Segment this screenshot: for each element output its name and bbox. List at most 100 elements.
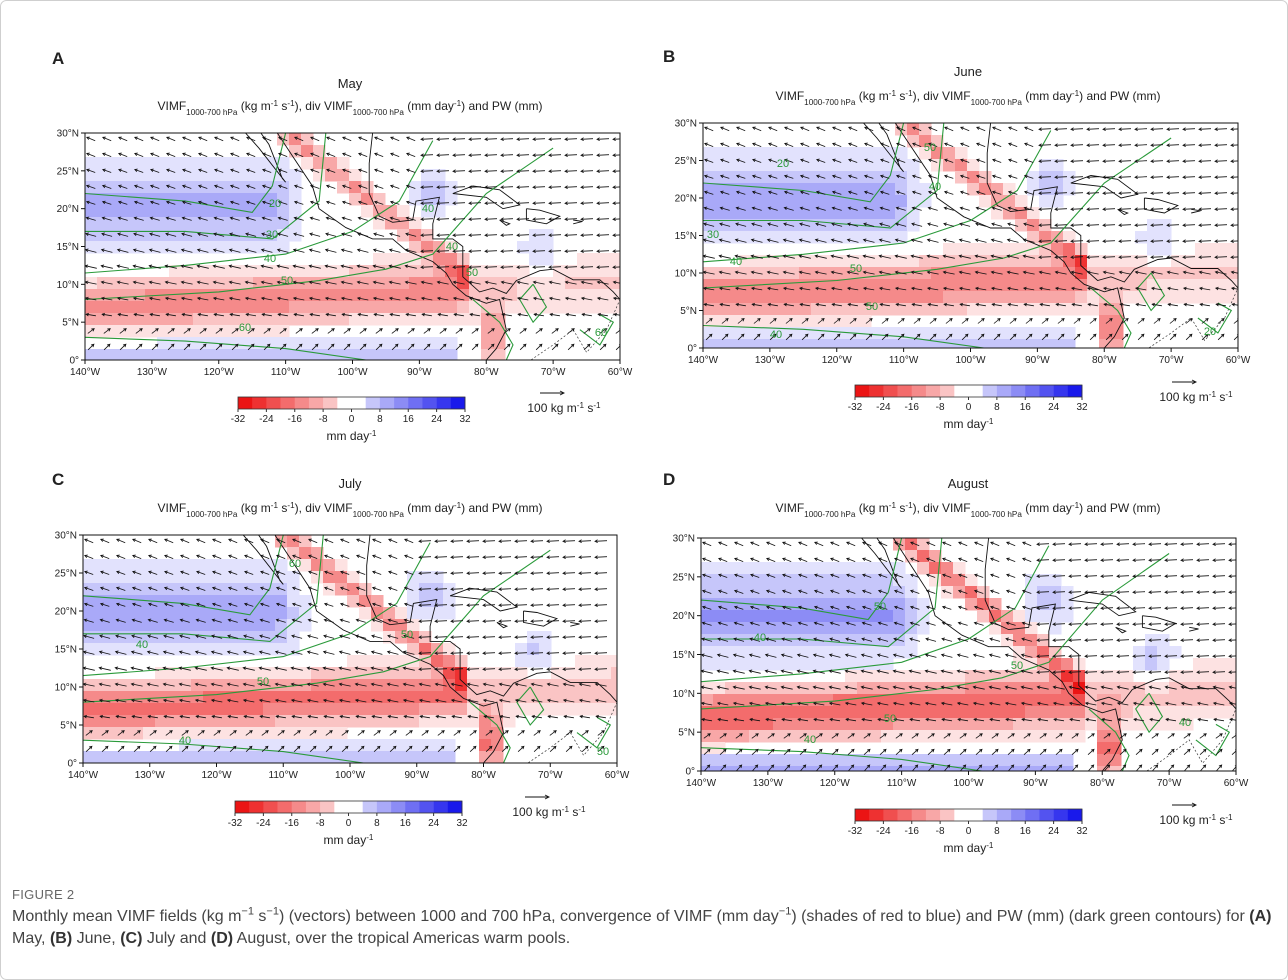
shading-cell — [227, 703, 240, 716]
shading-cell — [955, 243, 968, 256]
shading-cell — [823, 171, 836, 184]
shading-cell — [205, 205, 218, 218]
shading-cell — [727, 171, 740, 184]
shading-cell — [1013, 754, 1026, 767]
shading-cell — [943, 243, 956, 256]
shading-cell — [587, 703, 600, 716]
shading-cell — [989, 754, 1002, 767]
shading-cell — [359, 751, 372, 764]
y-tick-label: 25°N — [57, 166, 79, 177]
shading-cell — [515, 655, 528, 668]
shading-cell — [253, 265, 266, 278]
shading-cell — [917, 562, 930, 575]
shading-cell — [299, 535, 312, 548]
colorbar-swatch — [320, 801, 334, 813]
colorbar-swatch — [334, 801, 348, 813]
shading-cell — [703, 339, 716, 352]
shading-cell — [517, 241, 530, 254]
shading-cell — [965, 766, 978, 779]
y-tick-label: 30°N — [673, 534, 695, 545]
shading-cell — [443, 751, 456, 764]
shading-cell — [289, 193, 302, 206]
shading-cell — [1003, 243, 1016, 256]
y-tick-label: 15°N — [675, 231, 697, 242]
shading-cell — [775, 171, 788, 184]
y-tick-label: 0° — [687, 344, 697, 355]
shading-cell — [385, 337, 398, 350]
shading-cell — [397, 205, 410, 218]
shading-cell — [179, 559, 192, 572]
shading-cell — [835, 291, 848, 304]
shading-cell — [299, 715, 312, 728]
shading-cell — [203, 667, 216, 680]
shading-cell — [823, 303, 836, 316]
colorbar-swatch — [983, 385, 997, 397]
shading-cell — [1061, 706, 1074, 719]
text-part: VIMF — [775, 501, 804, 515]
shading-cell — [371, 655, 384, 668]
shading-cell — [179, 751, 192, 764]
shading-cell — [169, 193, 182, 206]
shading-cell — [821, 586, 834, 599]
shading-cell — [701, 754, 714, 767]
shading-cell — [301, 145, 314, 158]
shading-cell — [455, 655, 468, 668]
shading-cell — [859, 339, 872, 352]
shading-cell — [761, 730, 774, 743]
shading-cell — [241, 301, 254, 314]
shading-cell — [565, 301, 578, 314]
shading-cell — [397, 301, 410, 314]
shading-cell — [277, 301, 290, 314]
shading-cell — [337, 301, 350, 314]
shading-cell — [85, 157, 98, 170]
shading-cell — [155, 703, 168, 716]
shading-cell — [917, 766, 930, 779]
x-tick-label: 70°W — [1157, 778, 1182, 789]
shading-cell — [287, 727, 300, 740]
shading-cell — [1171, 291, 1184, 304]
colorbar-swatch — [954, 385, 968, 397]
shading-cell — [383, 751, 396, 764]
shading-cell — [275, 703, 288, 716]
shading-cell — [121, 205, 134, 218]
shading-cell — [325, 157, 338, 170]
shading-cell — [1013, 718, 1026, 731]
shading-cell — [919, 327, 932, 340]
shading-cell — [907, 183, 920, 196]
shading-cell — [775, 291, 788, 304]
colorbar-swatch — [1068, 385, 1082, 397]
shading-cell — [713, 598, 726, 611]
shading-cell — [109, 325, 122, 338]
shading-cell — [895, 339, 908, 352]
colorbar-tick-label: -8 — [936, 826, 945, 837]
caption-text: ) (shades of red to blue) and PW (mm) (d… — [791, 908, 1249, 925]
shading-cell — [229, 157, 242, 170]
shading-cell — [263, 703, 276, 716]
text-part: s — [1216, 390, 1225, 404]
shading-cell — [871, 255, 884, 268]
contour-label: 50 — [884, 713, 896, 725]
y-tick-label: 10°N — [673, 689, 695, 700]
shading-cell — [1145, 646, 1158, 659]
shading-cell — [1097, 742, 1110, 755]
shading-cell — [761, 754, 774, 767]
shading-cell — [727, 315, 740, 328]
shading-cell — [761, 598, 774, 611]
shading-cell — [725, 766, 738, 779]
shading-cell — [811, 315, 824, 328]
shading-cell — [349, 193, 362, 206]
shading-cell — [181, 205, 194, 218]
shading-cell — [871, 327, 884, 340]
shading-cell — [323, 703, 336, 716]
shading-cell — [773, 610, 786, 623]
shading-cell — [821, 754, 834, 767]
shading-cell — [713, 730, 726, 743]
shading-cell — [431, 703, 444, 716]
shading-cell — [847, 339, 860, 352]
y-tick-label: 5°N — [678, 728, 695, 739]
shading-cell — [857, 658, 870, 671]
shading-cell — [419, 703, 432, 716]
shading-cell — [761, 658, 774, 671]
shading-cell — [395, 715, 408, 728]
shading-cell — [529, 301, 542, 314]
